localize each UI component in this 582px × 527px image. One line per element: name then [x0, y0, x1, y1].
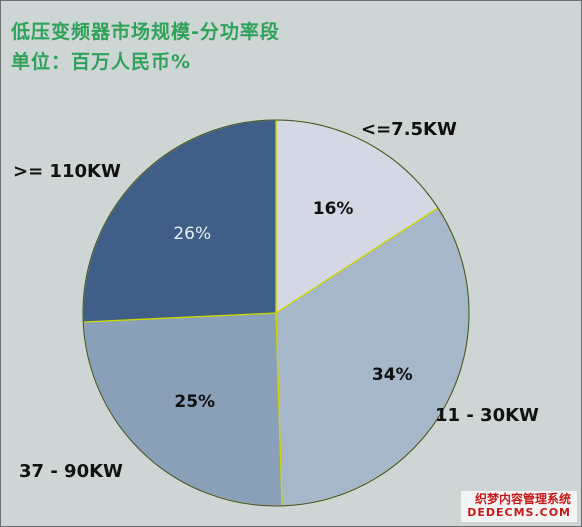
slice-label-ge-110kw: >= 110KW [13, 161, 121, 182]
slice-label-37-90kw: 37 - 90KW [19, 461, 123, 482]
pct-label-le-7-5kw: 16% [313, 199, 354, 219]
chart-title: 低压变频器市场规模-分功率段 [11, 21, 280, 43]
pie-slice-ge-110kw [82, 119, 277, 323]
pct-label-ge-110kw: 26% [173, 224, 211, 244]
watermark-en: DEDECMS.COM [467, 506, 571, 519]
pct-label-11-30kw: 34% [372, 365, 413, 385]
slice-label-11-30kw: 11 - 30KW [435, 405, 539, 426]
watermark-cn: 织梦内容管理系统 [474, 492, 571, 506]
chart-subtitle: 单位：百万人民币% [11, 51, 192, 73]
pie-outline [82, 119, 470, 507]
slice-label-le-7-5kw: <=7.5KW [361, 119, 457, 140]
watermark: 织梦内容管理系统 DEDECMS.COM [461, 491, 577, 522]
pct-label-37-90kw: 25% [174, 392, 215, 412]
